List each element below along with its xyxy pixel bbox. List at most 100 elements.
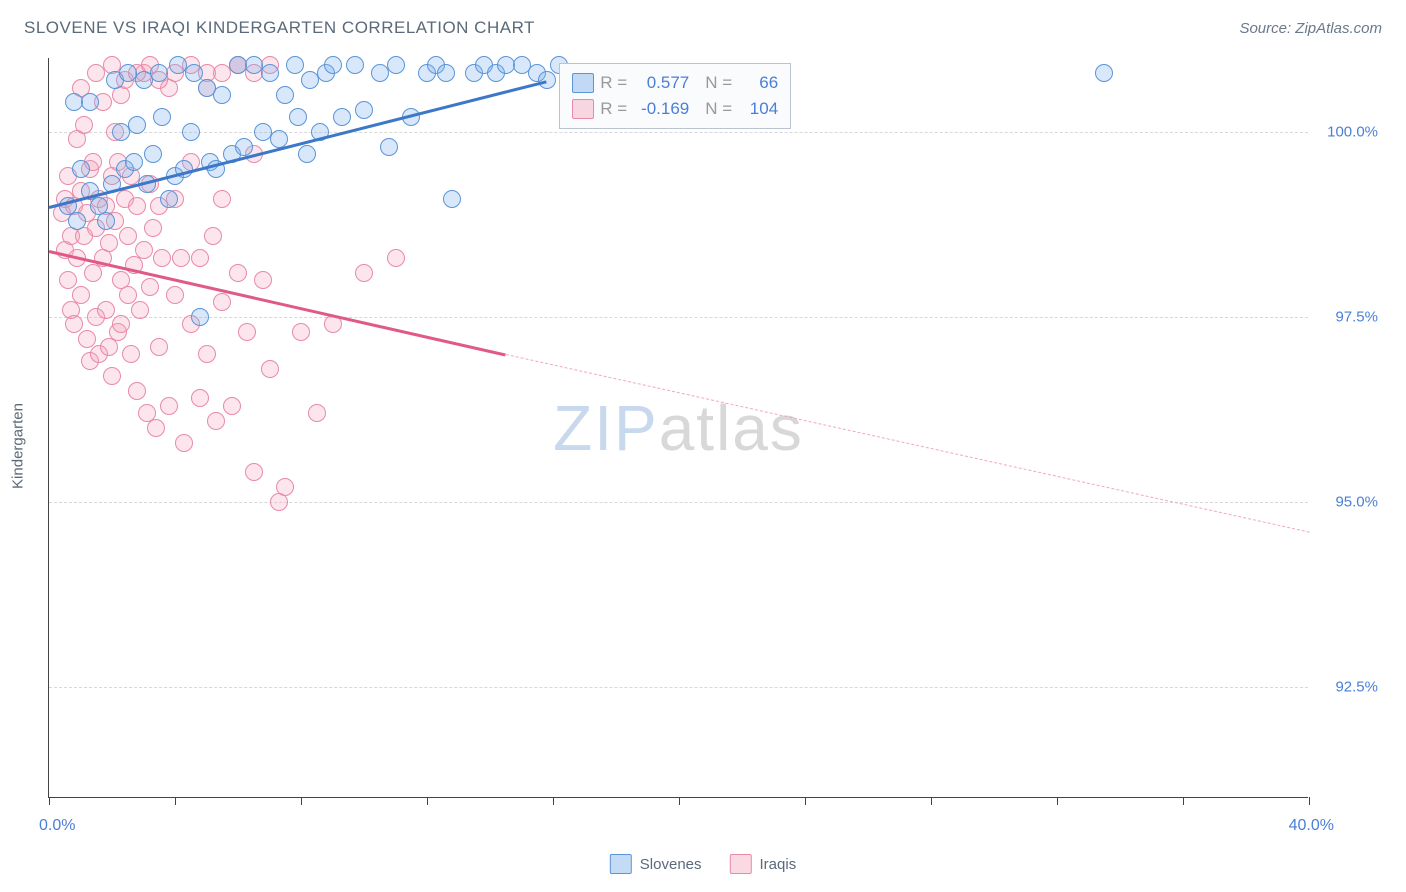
scatter-point — [72, 160, 90, 178]
scatter-point — [292, 323, 310, 341]
scatter-point — [324, 56, 342, 74]
x-tick — [1183, 797, 1184, 805]
swatch-pink-icon — [572, 99, 594, 119]
scatter-point — [122, 345, 140, 363]
scatter-point — [213, 86, 231, 104]
x-tick — [427, 797, 428, 805]
swatch-blue-icon — [572, 73, 594, 93]
watermark: ZIPatlas — [553, 391, 804, 465]
watermark-bold: ZIP — [553, 392, 659, 464]
scatter-point — [78, 330, 96, 348]
plot-region: ZIPatlas 92.5%95.0%97.5%100.0%0.0%40.0%R… — [48, 58, 1308, 798]
scatter-point — [150, 338, 168, 356]
scatter-point — [144, 145, 162, 163]
chart-source: Source: ZipAtlas.com — [1239, 20, 1382, 37]
y-tick-label: 97.5% — [1335, 309, 1378, 326]
scatter-point — [172, 249, 190, 267]
scatter-point — [144, 219, 162, 237]
scatter-point — [229, 264, 247, 282]
scatter-point — [160, 190, 178, 208]
scatter-point — [204, 227, 222, 245]
scatter-point — [298, 145, 316, 163]
scatter-point — [182, 123, 200, 141]
chart-title: SLOVENE VS IRAQI KINDERGARTEN CORRELATIO… — [24, 18, 535, 38]
trend-line — [49, 250, 506, 357]
scatter-point — [65, 315, 83, 333]
chart-area: ZIPatlas 92.5%95.0%97.5%100.0%0.0%40.0%R… — [48, 58, 1308, 798]
legend-R-label: R = — [600, 73, 627, 93]
scatter-point — [286, 56, 304, 74]
scatter-point — [380, 138, 398, 156]
x-tick — [301, 797, 302, 805]
scatter-point — [147, 419, 165, 437]
y-tick-label: 92.5% — [1335, 679, 1378, 696]
watermark-rest: atlas — [659, 392, 804, 464]
scatter-point — [119, 227, 137, 245]
scatter-point — [198, 345, 216, 363]
scatter-point — [153, 249, 171, 267]
x-tick — [1309, 797, 1310, 805]
scatter-point — [72, 286, 90, 304]
scatter-point — [191, 308, 209, 326]
scatter-point — [355, 264, 373, 282]
x-tick — [679, 797, 680, 805]
scatter-point — [191, 249, 209, 267]
scatter-point — [125, 153, 143, 171]
scatter-point — [141, 278, 159, 296]
scatter-point — [346, 56, 364, 74]
x-max-label: 40.0% — [1289, 817, 1334, 835]
stats-legend: R =0.577N =66R =-0.169N =104 — [559, 63, 791, 129]
scatter-point — [103, 367, 121, 385]
scatter-point — [81, 93, 99, 111]
scatter-point — [223, 397, 241, 415]
x-tick — [553, 797, 554, 805]
scatter-point — [128, 116, 146, 134]
scatter-point — [437, 64, 455, 82]
scatter-point — [276, 478, 294, 496]
scatter-point — [289, 108, 307, 126]
scatter-point — [238, 323, 256, 341]
scatter-point — [97, 301, 115, 319]
x-min-label: 0.0% — [39, 817, 75, 835]
trend-line — [506, 354, 1309, 533]
legend-R-val-iraqis: -0.169 — [633, 99, 689, 119]
scatter-point — [150, 64, 168, 82]
scatter-point — [131, 301, 149, 319]
legend-R-label: R = — [600, 99, 627, 119]
scatter-point — [387, 56, 405, 74]
scatter-point — [213, 190, 231, 208]
scatter-point — [387, 249, 405, 267]
scatter-point — [59, 271, 77, 289]
scatter-point — [235, 138, 253, 156]
scatter-point — [254, 271, 272, 289]
scatter-point — [119, 286, 137, 304]
bottom-legend: Slovenes Iraqis — [610, 854, 796, 874]
scatter-point — [333, 108, 351, 126]
scatter-point — [276, 86, 294, 104]
legend-label-iraqis: Iraqis — [760, 856, 797, 873]
legend-N-label: N = — [705, 99, 732, 119]
gridline — [49, 132, 1308, 133]
scatter-point — [213, 293, 231, 311]
scatter-point — [443, 190, 461, 208]
legend-row-iraqis: R =-0.169N =104 — [572, 96, 778, 122]
scatter-point — [175, 434, 193, 452]
scatter-point — [128, 382, 146, 400]
scatter-point — [1095, 64, 1113, 82]
scatter-point — [68, 212, 86, 230]
scatter-point — [166, 286, 184, 304]
scatter-point — [245, 463, 263, 481]
legend-label-slovenes: Slovenes — [640, 856, 702, 873]
swatch-blue-icon — [610, 854, 632, 874]
legend-item-slovenes: Slovenes — [610, 854, 702, 874]
swatch-pink-icon — [730, 854, 752, 874]
scatter-point — [207, 412, 225, 430]
scatter-point — [97, 212, 115, 230]
y-tick-label: 100.0% — [1327, 124, 1378, 141]
scatter-point — [538, 71, 556, 89]
legend-N-val-slovenes: 66 — [738, 73, 778, 93]
x-tick — [175, 797, 176, 805]
legend-item-iraqis: Iraqis — [730, 854, 797, 874]
x-tick — [1057, 797, 1058, 805]
scatter-point — [135, 241, 153, 259]
